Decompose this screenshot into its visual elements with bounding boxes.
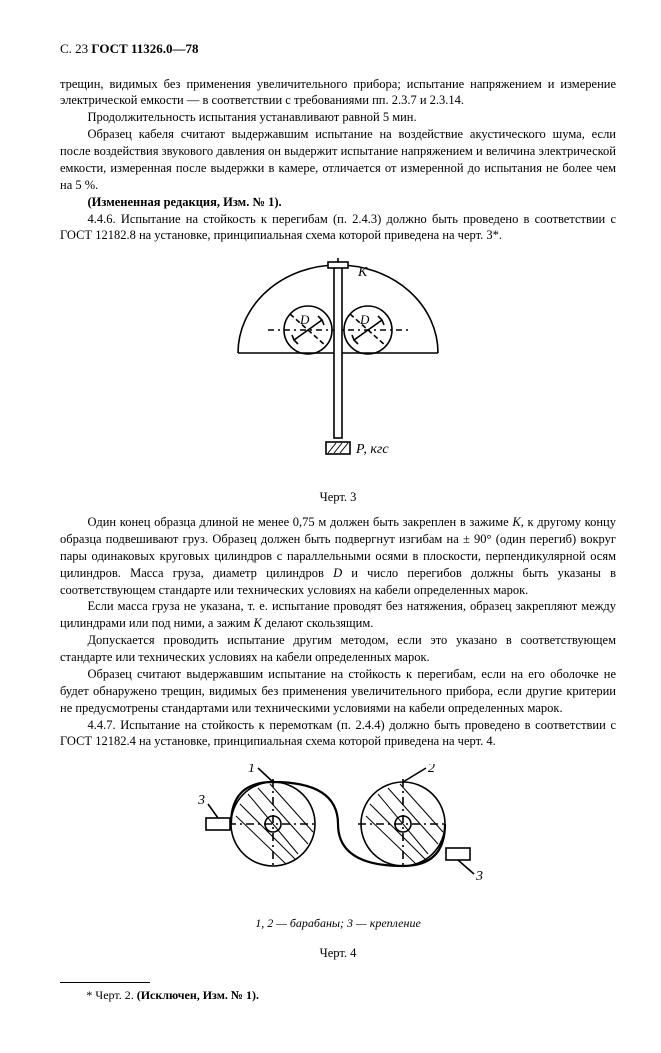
para-10: 4.4.7. Испытание на стойкость к перемотк… [60, 717, 616, 751]
para-6-k: K [512, 515, 520, 529]
fig4-num-1: 1 [248, 764, 255, 776]
para-6-a: Один конец образца длиной не менее 0,75 … [88, 515, 513, 529]
para-3: Образец кабеля считают выдержавшим испыт… [60, 126, 616, 194]
fig3-label-k: К [357, 265, 368, 280]
figure-3: К Р, кгс D D Черт. 3 [60, 258, 616, 506]
para-1: трещин, видимых без применения увеличите… [60, 76, 616, 110]
footnote-a: * Черт. 2. [86, 988, 136, 1002]
footnote: * Черт. 2. (Исключен, Изм. № 1). [60, 987, 616, 1003]
footnote-b: (Исключен, Изм. № 1). [137, 988, 259, 1002]
para-7-b: делают скользящим. [262, 616, 374, 630]
page-header-gost: ГОСТ 11326.0—78 [91, 41, 198, 56]
fig3-label-d1: D [299, 312, 310, 327]
para-5: 4.4.6. Испытание на стойкость к перегиба… [60, 211, 616, 245]
para-4: (Измененная редакция, Изм. № 1). [60, 194, 616, 211]
fig4-num-2: 2 [428, 764, 435, 776]
para-9: Образец считают выдержавшим испытание на… [60, 666, 616, 717]
para-7: Если масса груза не указана, т. е. испыт… [60, 598, 616, 632]
page-header: С. 23 ГОСТ 11326.0—78 [60, 40, 616, 58]
footnote-rule [60, 982, 150, 983]
para-6-d: D [333, 566, 342, 580]
figure-4: 1 2 3 3 1, 2 — барабаны; 3 — крепление Ч… [60, 764, 616, 962]
para-2: Продолжительность испытания устанавливаю… [60, 109, 616, 126]
fig3-label-d2: D [359, 312, 370, 327]
para-7-k: K [253, 616, 261, 630]
figure-3-svg: К Р, кгс D D [208, 258, 468, 478]
figure-4-caption: Черт. 4 [60, 945, 616, 962]
figure-4-legend: 1, 2 — барабаны; 3 — крепление [60, 915, 616, 931]
para-8: Допускается проводить испытание другим м… [60, 632, 616, 666]
page-header-prefix: С. 23 [60, 41, 91, 56]
fig4-num-3b: 3 [475, 869, 483, 884]
para-6: Один конец образца длиной не менее 0,75 … [60, 514, 616, 598]
fig3-label-p: Р, кгс [355, 442, 389, 457]
fig4-num-3a: 3 [197, 793, 205, 808]
figure-4-svg: 1 2 3 3 [178, 764, 498, 904]
figure-3-caption: Черт. 3 [60, 489, 616, 506]
